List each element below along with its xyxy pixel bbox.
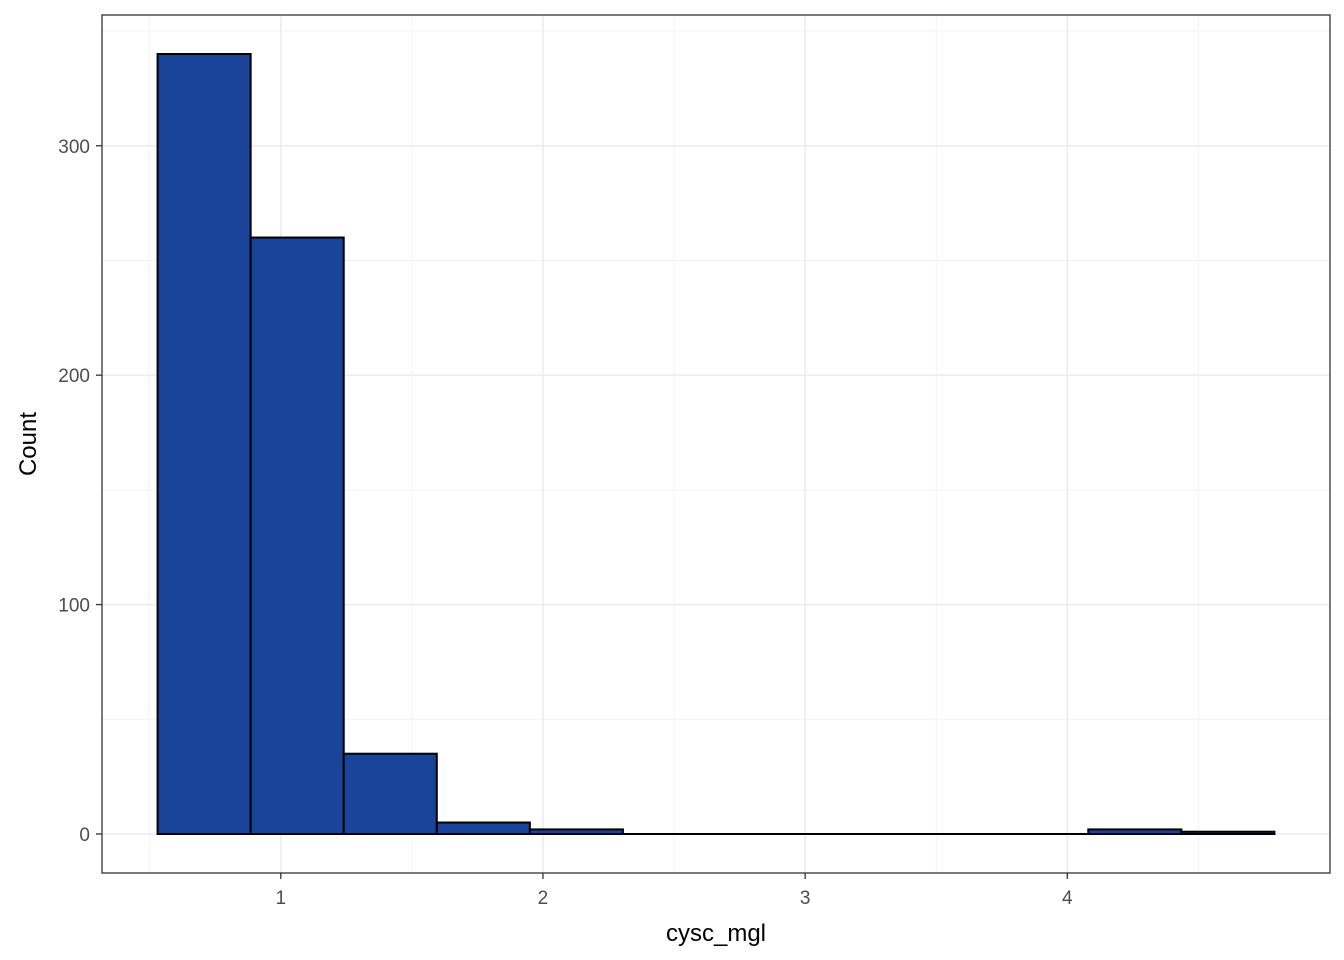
y-tick-label: 100 (58, 596, 90, 617)
y-tick-label: 300 (58, 137, 90, 158)
y-axis-title: Count (15, 412, 42, 476)
histogram-bars (156, 53, 1276, 836)
histogram-bar-3 (342, 752, 438, 835)
histogram-bar-12 (1180, 830, 1276, 835)
histogram-bar-1 (156, 53, 252, 835)
histogram-bar-11 (1087, 828, 1183, 835)
x-axis-ticks: 1 2 3 4 (276, 873, 1073, 909)
histogram-bar-5 (528, 828, 624, 835)
x-axis-title: cysc_mgl (666, 920, 766, 947)
panel-border (101, 14, 1331, 874)
x-tick-label: 1 (276, 888, 287, 909)
histogram-bar-4 (435, 821, 531, 836)
x-tick-label: 2 (538, 888, 549, 909)
histogram-bar-2 (249, 236, 345, 835)
y-tick-label: 200 (58, 366, 90, 387)
x-tick-label: 4 (1062, 888, 1073, 909)
x-tick-label: 3 (800, 888, 811, 909)
y-axis-ticks: 0 100 200 300 (58, 137, 102, 846)
y-tick-label: 0 (79, 825, 90, 846)
